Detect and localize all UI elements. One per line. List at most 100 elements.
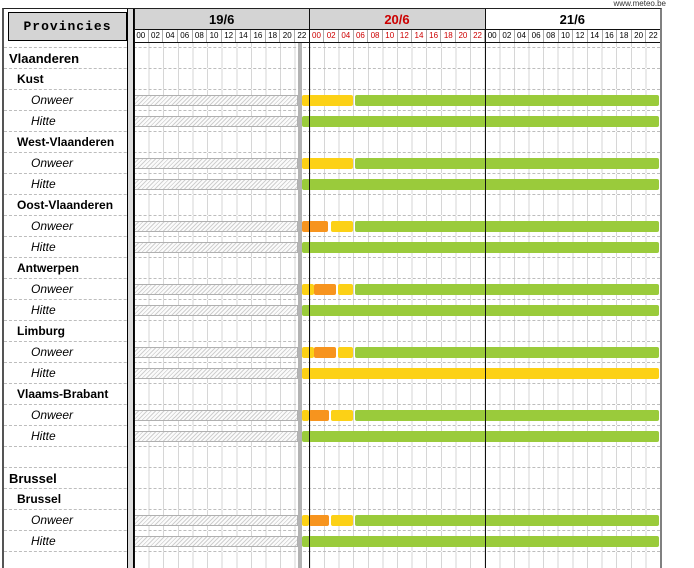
timeline-grid [134,195,660,215]
timeline-grid [134,153,660,173]
timeline-grid [134,258,660,278]
hour-tick-19-6-10: 10 [206,30,221,42]
warning-bar-segment-green [302,179,659,190]
row-warning-hitte: Hitte [4,237,660,258]
hour-tick-21-6-04: 04 [513,30,529,42]
day-header-20-6: 20/6 [309,9,485,29]
warning-bar-segment-yellow [337,347,354,358]
timeline-grid [134,69,660,89]
row-label-onweer: Onweer [31,282,74,296]
label-timeline-divider [127,9,134,568]
hour-tick-21-6-02: 02 [499,30,514,42]
row-province-west-vlaanderen: West-Vlaanderen [4,132,660,153]
row-label-limburg: Limburg [17,324,65,338]
hour-tick-21-6-18: 18 [616,30,631,42]
warning-bar-segment-green [354,515,659,526]
site-link[interactable]: www.meteo.be [613,0,666,8]
past-hatch [134,410,298,421]
timeline-grid [134,510,660,530]
hour-tick-20-6-08: 08 [367,30,382,42]
row-province-limburg: Limburg [4,321,660,342]
past-hatch [134,242,298,253]
row-label-west-vlaanderen: West-Vlaanderen [17,135,115,149]
row-label-vlaams-brabant: Vlaams-Brabant [17,387,109,401]
row-label-onweer: Onweer [31,156,74,170]
hour-tick-21-6-10: 10 [557,30,573,42]
warning-bar-segment-green [354,284,659,295]
hour-tick-21-6-22: 22 [645,30,660,42]
timeline-grid [134,111,660,131]
hour-tick-21-6-16: 16 [601,30,617,42]
timeline-grid [134,43,660,47]
past-hatch [134,305,298,316]
row-label-brussel: Brussel [9,470,57,486]
timeline-grid [134,531,660,551]
warning-bar-segment-green [354,221,659,232]
hour-tick-21-6-08: 08 [542,30,558,42]
hour-tick-19-6-04: 04 [162,30,177,42]
timeline-rows: Vlaanderen Kust Onweer Hitte West-Vlaanderen… [4,43,660,568]
warning-bar-segment-green [354,95,659,106]
row-label-onweer: Onweer [31,408,74,422]
warning-bar-segment-orange [302,221,329,232]
row-label-hitte: Hitte [31,240,56,254]
warning-bar-segment-yellow [330,221,354,232]
row-label-hitte: Hitte [31,366,56,380]
row-label-hitte: Hitte [31,114,56,128]
hour-tick-19-6-14: 14 [235,30,250,42]
timeline-grid [134,447,660,467]
row-label-onweer: Onweer [31,219,74,233]
timeline-grid [134,384,660,404]
row-province-brussel: Brussel [4,489,660,510]
weather-table: Provincies 19/6 20/6 21/6 00 02 04 06 08 10 12 14… [2,8,662,568]
row-label-antwerpen: Antwerpen [17,261,80,275]
row-label-vlaanderen: Vlaanderen [9,50,80,66]
timeline-grid [134,132,660,152]
row-warning-hitte: Hitte [4,111,660,132]
warning-bar-segment-yellow [302,284,315,295]
past-hatch [134,347,298,358]
timeline-grid [134,321,660,341]
past-hatch [134,221,298,232]
row-warning-hitte: Hitte [4,300,660,321]
row-province-vlaams-brabant: Vlaams-Brabant [4,384,660,405]
timeline-grid [134,90,660,110]
row-label-onweer: Onweer [31,345,74,359]
past-hatch [134,95,298,106]
row-warning-hitte: Hitte [4,531,660,552]
timeline-grid [134,363,660,383]
hour-tick-20-6-20: 20 [455,30,470,42]
hour-tick-19-6-22: 22 [294,30,309,42]
past-hatch [134,431,298,442]
row-spacer [4,447,660,468]
date-row: 19/6 20/6 21/6 [134,9,660,30]
warning-bar-segment-green [302,431,659,442]
provinces-header: Provincies [8,12,127,41]
warning-bar-segment-green [302,305,659,316]
warning-bar-segment-yellow [302,515,309,526]
hour-tick-20-6-14: 14 [411,30,426,42]
row-label-onweer: Onweer [31,93,74,107]
warning-bar-segment-yellow [302,410,309,421]
warning-bar-segment-green [302,116,659,127]
hour-tick-19-6-16: 16 [250,30,265,42]
warning-bar-segment-yellow [302,368,659,379]
row-warning-onweer: Onweer [4,90,660,111]
timeline-grid [134,552,660,568]
warning-bar-segment-green [354,410,659,421]
row-warning-hitte: Hitte [4,426,660,447]
warning-bar-segment-orange [308,515,330,526]
row-label-hitte: Hitte [31,303,56,317]
row-province-antwerpen: Antwerpen [4,258,660,279]
row-region-brussel: Brussel [4,468,660,489]
hour-tick-20-6-04: 04 [337,30,353,42]
warning-bar-segment-yellow [331,515,354,526]
row-province-kust: Kust [4,69,660,90]
hour-tick-19-6-00: 00 [136,31,146,40]
row-label-oost-vlaanderen: Oost-Vlaanderen [17,198,114,212]
row-spacer-top [4,43,660,48]
row-warning-onweer: Onweer [4,216,660,237]
warning-bar-segment-orange [308,410,330,421]
hour-tick-21-6-20: 20 [630,30,646,42]
hour-tick-19-6-20: 20 [279,30,294,42]
